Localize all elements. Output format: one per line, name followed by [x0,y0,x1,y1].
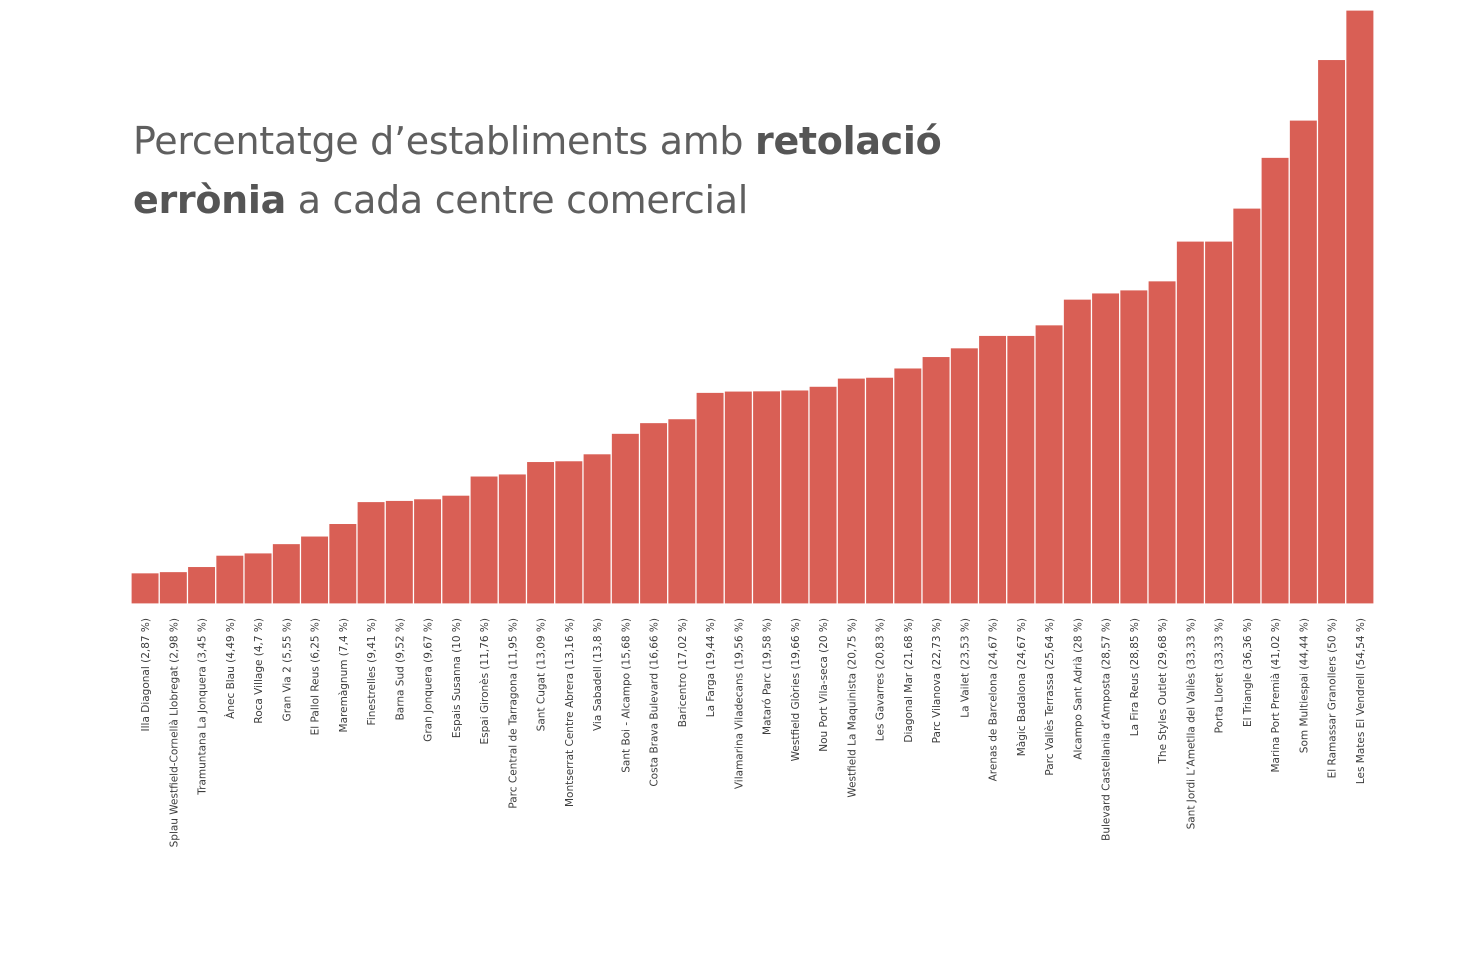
bar [497,473,528,605]
category-label: Espais Susanna (10 %) [451,618,463,738]
category-label: Tramuntana La Jonquera (3,45 %) [197,618,209,796]
category-label: Splau Westfield-Cornellà Llobregat (2,98… [168,618,180,847]
bar [638,421,669,605]
category-label: Alcampo Sant Adrià (28 %) [1072,618,1084,760]
title-part-3: errònia [133,178,286,222]
category-label: La Farga (19,44 %) [705,618,717,717]
category-label: Marina Port Premià (41,02 %) [1270,618,1282,773]
bar [1260,156,1290,605]
category-label: Sant Cugat (13,09 %) [536,618,548,731]
bar [977,334,1008,605]
bar [356,500,386,605]
category-label: Westfield Glòries (19,66 %) [790,618,802,761]
title-part-2: retolació [755,119,942,163]
bar [328,522,358,605]
category-label: Westfield La Maquinista (20,75 %) [846,618,858,798]
category-label: Mataró Parc (19,58 %) [762,618,774,735]
bar [130,572,160,605]
bars-group [130,9,1375,605]
category-label: Parc Central de Tarragona (11,95 %) [507,618,519,809]
bar [1203,240,1234,605]
bar [1090,292,1121,605]
title-part-4: a cada centre comercial [285,178,749,222]
category-labels-group: Illa Diagonal (2,87 %) Splau Westfield-Co… [140,618,1367,847]
bar [384,499,415,605]
bar [1147,280,1177,605]
category-label: Baricentro (17,02 %) [677,618,689,727]
category-label: El Pallol Reus (6,25 %) [310,618,322,735]
category-label: The Styles Outlet (29,68 %) [1157,618,1169,764]
category-label: Montserrat Centre Abrera (13,16 %) [564,618,576,807]
chart-title: Percentatge d’establiments amb retolació… [133,112,1033,230]
bar [271,542,302,605]
bar [186,565,217,605]
category-label: Illa Diagonal (2,87 %) [140,618,152,731]
category-label: Via Sabadell (13,8 %) [592,618,604,731]
category-label: Sant Boi - Alcampo (15,68 %) [620,618,632,773]
bar [469,475,499,605]
bar [836,377,867,605]
bar [1062,298,1093,605]
category-label: Màgic Badalona (24,67 %) [1016,618,1028,756]
category-label: Costa Brava Bulevard (16,66 %) [649,618,661,787]
category-label: Barna Sud (9,52 %) [394,618,406,720]
bar [441,494,471,605]
bar [780,389,810,605]
bar [299,535,330,605]
bar [554,460,584,605]
bar [1006,334,1036,605]
bar [1232,207,1262,605]
bar [158,570,189,605]
category-label: Diagonal Mar (21,68 %) [903,618,915,743]
bar [243,552,273,605]
category-label: Ànec Blau (4,49 %) [224,618,237,719]
category-label: Espai Gironès (11,76 %) [479,618,491,745]
category-label: Finestrelles (9,41 %) [366,618,378,725]
bar [864,376,895,605]
bar [525,460,556,605]
bar [412,498,443,605]
bar [751,390,782,605]
bar [723,390,754,605]
bar [215,554,245,605]
category-label: Vilamarina Viladecans (19,56 %) [733,618,745,789]
category-label: Sant Jordi L’Ametlla del Vallès (33,33 %… [1185,618,1197,829]
category-label: La Fira Reus (28,85 %) [1129,618,1141,736]
category-label: Gran Via 2 (5,55 %) [281,618,293,721]
category-label: Maremàgnum (7,4 %) [338,618,350,732]
bar [1119,289,1149,605]
category-label: Bulevard Castellania d’Amposta (28,57 %) [1101,618,1113,841]
category-label: Som Multiespai (44,44 %) [1298,618,1310,753]
bar [582,453,612,605]
bar [1034,324,1064,605]
bar [1345,9,1375,605]
category-label: Gran Jonquera (9,67 %) [423,618,435,742]
category-label: Arenas de Barcelona (24,67 %) [988,618,1000,781]
bar [1175,240,1206,605]
category-label: Les Gavarres (20,83 %) [875,618,887,741]
bar [695,391,725,605]
category-label: El Ramassar Granollers (50 %) [1327,618,1339,778]
category-label: Parc Vallès Terrassa (25,64 %) [1044,618,1056,776]
category-label: Porta Lloret (33,33 %) [1214,618,1226,733]
bar [893,367,923,605]
bar [949,347,980,605]
category-label: Parc Vilanova (22,73 %) [931,618,943,743]
title-part-1: Percentatge d’establiments amb [133,119,756,163]
bar [610,432,641,605]
bar [1316,58,1347,605]
category-label: Les Mates El Vendrell (54,54 %) [1355,618,1367,784]
category-label: Nou Port Vila-seca (20 %) [818,618,830,752]
bar [808,385,838,605]
bar [667,418,697,605]
category-label: El Triangle (36,36 %) [1242,618,1254,727]
bar [921,355,951,605]
category-label: La Vailet (23,53 %) [959,618,971,718]
category-label: Roca Village (4,7 %) [253,618,265,724]
bar [1288,119,1319,605]
